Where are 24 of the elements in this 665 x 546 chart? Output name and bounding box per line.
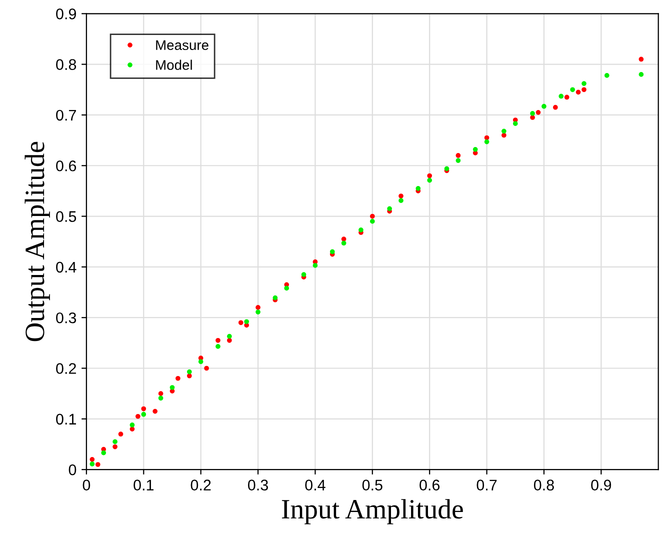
y-tick-label: 0.4 — [56, 262, 76, 273]
legend-label: Model — [156, 60, 192, 70]
x-tick-label: 0.1 — [134, 480, 154, 491]
y-tick-label: 0.1 — [56, 414, 76, 425]
x-tick-label: 0.3 — [248, 480, 268, 491]
x-axis-title: Input Amplitude — [282, 499, 463, 524]
y-tick-label: 0.3 — [56, 312, 76, 324]
x-tick-label: 0.4 — [305, 480, 326, 491]
x-tick-label: 0.2 — [190, 480, 211, 491]
y-tick-label: 0.5 — [56, 211, 76, 222]
legend-label: Measure — [156, 40, 208, 50]
y-tick-label: 0.7 — [56, 110, 76, 121]
y-tick-label: 0.8 — [56, 59, 76, 70]
y-axis-title: Output Amplitude — [24, 142, 50, 342]
x-tick-label: 0 — [82, 480, 90, 491]
x-tick-label: 0.5 — [362, 480, 382, 491]
x-tick-label: 0.7 — [476, 480, 497, 491]
y-tick-label: 0 — [68, 464, 76, 476]
x-tick-label: 0.9 — [591, 480, 612, 491]
y-tick-label: 0.2 — [56, 363, 76, 374]
y-tick-label: 0.9 — [56, 8, 76, 20]
x-tick-label: 0.8 — [534, 480, 554, 491]
x-tick-label: 0.6 — [420, 480, 440, 491]
y-tick-label: 0.6 — [56, 160, 76, 172]
